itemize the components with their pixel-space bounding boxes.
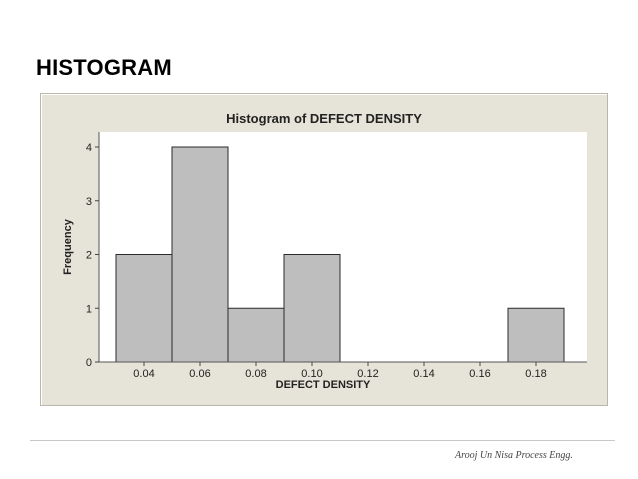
- y-axis-label: Frequency: [62, 218, 74, 275]
- histogram-bar: [227, 307, 285, 363]
- x-tick-label: 0.10: [301, 368, 322, 380]
- footer-author: Arooj Un Nisa Process Engg.: [455, 450, 573, 461]
- x-tick-label: 0.06: [189, 368, 210, 380]
- histogram-bar: [115, 254, 173, 363]
- y-tick-label: 4: [86, 142, 92, 154]
- y-tick-label: 2: [86, 250, 92, 262]
- y-tick-label: 3: [86, 196, 92, 208]
- slide-title: HISTOGRAM: [36, 55, 172, 80]
- x-axis-label: DEFECT DENSITY: [276, 379, 371, 391]
- x-tick-label: 0.04: [133, 368, 154, 380]
- chart-title: Histogram of DEFECT DENSITY: [226, 111, 422, 126]
- y-tick-label: 1: [86, 303, 92, 315]
- footer-divider: [30, 440, 615, 441]
- histogram-figure: Histogram of DEFECT DENSITY 0 1 2 3 4 0.04 0.…: [40, 93, 608, 406]
- histogram-bar: [507, 307, 565, 363]
- histogram-bar: [171, 146, 229, 363]
- x-tick-label: 0.18: [525, 368, 546, 380]
- histogram-bar: [283, 254, 341, 363]
- x-tick-label: 0.14: [413, 368, 434, 380]
- y-tick-label: 0: [86, 357, 92, 369]
- histogram-chart: Histogram of DEFECT DENSITY 0 1 2 3 4 0.04 0.…: [62, 111, 587, 391]
- x-tick-label: 0.12: [357, 368, 378, 380]
- x-tick-label: 0.08: [245, 368, 266, 380]
- x-tick-label: 0.16: [469, 368, 490, 380]
